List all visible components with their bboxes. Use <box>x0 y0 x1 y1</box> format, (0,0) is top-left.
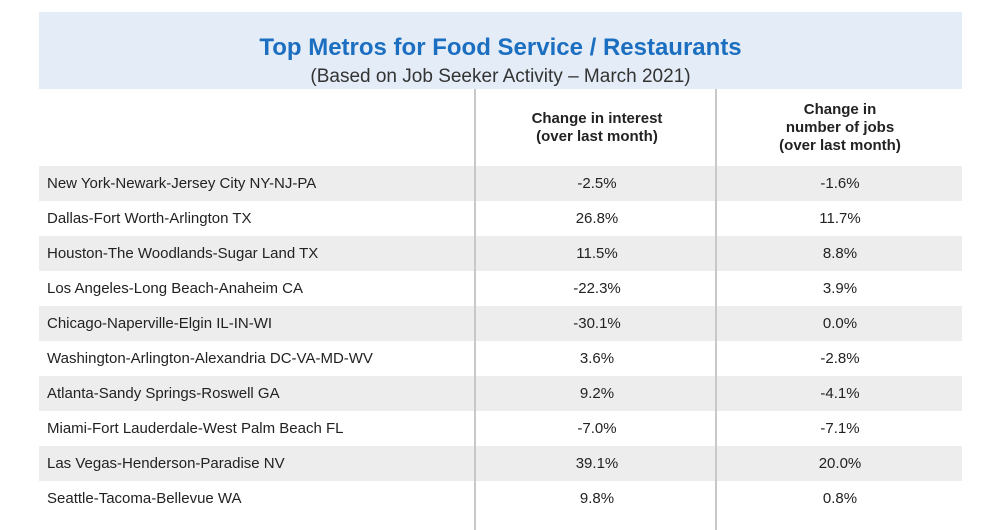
table-row: Dallas-Fort Worth-Arlington TX 26.8% 11.7% <box>39 201 962 236</box>
interest-change-cell: -2.5% <box>577 175 617 192</box>
jobs-change-cell: 11.7% <box>819 210 861 227</box>
table-row: Las Vegas-Henderson-Paradise NV 39.1% 20.0… <box>39 446 962 481</box>
table-row: New York-Newark-Jersey City NY-NJ-PA -2.5… <box>39 166 962 201</box>
table-row: Atlanta-Sandy Springs-Roswell GA 9.2% -4.1… <box>39 376 962 411</box>
table-header-row: Change in interest (over last month) Cha… <box>39 89 962 166</box>
chart-subtitle: (Based on Job Seeker Activity – March 20… <box>310 66 691 87</box>
metros-table: Change in interest (over last month) Cha… <box>39 89 962 530</box>
jobs-change-cell: 3.9% <box>822 280 858 297</box>
table-row: Los Angeles-Long Beach-Anaheim CA -22.3% 3… <box>39 271 962 306</box>
column-header-jobs: Change in number of jobs (over last mont… <box>718 89 962 166</box>
table-body: New York-Newark-Jersey City NY-NJ-PA -2.5… <box>39 166 962 516</box>
table-row: Miami-Fort Lauderdale-West Palm Beach FL… <box>39 411 962 446</box>
interest-change-cell: 9.8% <box>579 490 615 507</box>
jobs-change-cell: -7.1% <box>820 420 860 437</box>
metro-name-cell: Las Vegas-Henderson-Paradise NV <box>47 455 285 472</box>
jobs-change-cell: 20.0% <box>818 455 862 472</box>
metro-name-cell: Miami-Fort Lauderdale-West Palm Beach FL <box>47 420 344 437</box>
column-header-interest: Change in interest (over last month) <box>476 89 718 166</box>
metro-name-cell: New York-Newark-Jersey City NY-NJ-PA <box>47 175 317 192</box>
table-row: Seattle-Tacoma-Bellevue WA 9.8% 0.8% <box>39 481 962 516</box>
column-header-interest-line: Change in interest <box>531 109 663 127</box>
column-header-jobs-line: Change in <box>803 100 877 118</box>
title-banner: Top Metros for Food Service / Restaurant… <box>39 12 962 89</box>
metro-name-cell: Atlanta-Sandy Springs-Roswell GA <box>47 385 280 402</box>
metro-name-cell: Washington-Arlington-Alexandria DC-VA-MD… <box>47 350 373 367</box>
jobs-change-cell: 0.0% <box>822 315 858 332</box>
interest-change-cell: 26.8% <box>575 210 619 227</box>
interest-change-cell: -7.0% <box>577 420 617 437</box>
metro-name-cell: Seattle-Tacoma-Bellevue WA <box>47 490 242 507</box>
metro-name-cell: Chicago-Naperville-Elgin IL-IN-WI <box>47 315 273 332</box>
jobs-change-cell: 0.8% <box>822 490 858 507</box>
column-header-jobs-line: (over last month) <box>779 136 901 154</box>
column-header-interest-line: (over last month) <box>536 127 658 145</box>
jobs-change-cell: 8.8% <box>822 245 858 262</box>
interest-change-cell: 3.6% <box>579 350 615 367</box>
table-row: Chicago-Naperville-Elgin IL-IN-WI -30.1% 0… <box>39 306 962 341</box>
jobs-change-cell: -2.8% <box>820 350 860 367</box>
chart-title: Top Metros for Food Service / Restaurant… <box>259 34 742 61</box>
jobs-change-cell: -4.1% <box>820 385 860 402</box>
column-divider <box>474 89 476 530</box>
metro-name-cell: Houston-The Woodlands-Sugar Land TX <box>47 245 319 262</box>
interest-change-cell: -30.1% <box>573 315 621 332</box>
table-row: Houston-The Woodlands-Sugar Land TX 11.5%… <box>39 236 962 271</box>
column-divider <box>715 89 717 530</box>
column-header-jobs-line: number of jobs <box>785 118 895 136</box>
metro-name-cell: Los Angeles-Long Beach-Anaheim CA <box>47 280 303 297</box>
interest-change-cell: 39.1% <box>575 455 619 472</box>
interest-change-cell: 11.5% <box>576 245 618 262</box>
metro-name-cell: Dallas-Fort Worth-Arlington TX <box>47 210 252 227</box>
table-row: Washington-Arlington-Alexandria DC-VA-MD… <box>39 341 962 376</box>
interest-change-cell: -22.3% <box>573 280 621 297</box>
interest-change-cell: 9.2% <box>579 385 615 402</box>
jobs-change-cell: -1.6% <box>820 175 860 192</box>
